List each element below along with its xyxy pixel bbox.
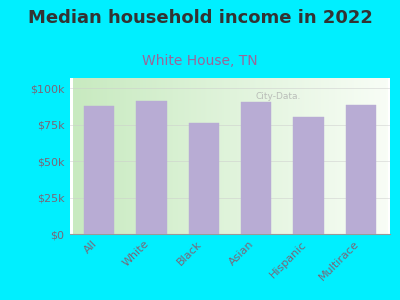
Text: Median household income in 2022: Median household income in 2022	[28, 9, 372, 27]
Bar	[241, 102, 272, 234]
Bar	[84, 106, 114, 234]
Bar	[188, 123, 219, 234]
Bar	[346, 105, 376, 234]
Bar	[136, 100, 166, 234]
Text: City-Data.: City-Data.	[256, 92, 301, 101]
Text: White House, TN: White House, TN	[142, 54, 258, 68]
Bar	[294, 117, 324, 234]
